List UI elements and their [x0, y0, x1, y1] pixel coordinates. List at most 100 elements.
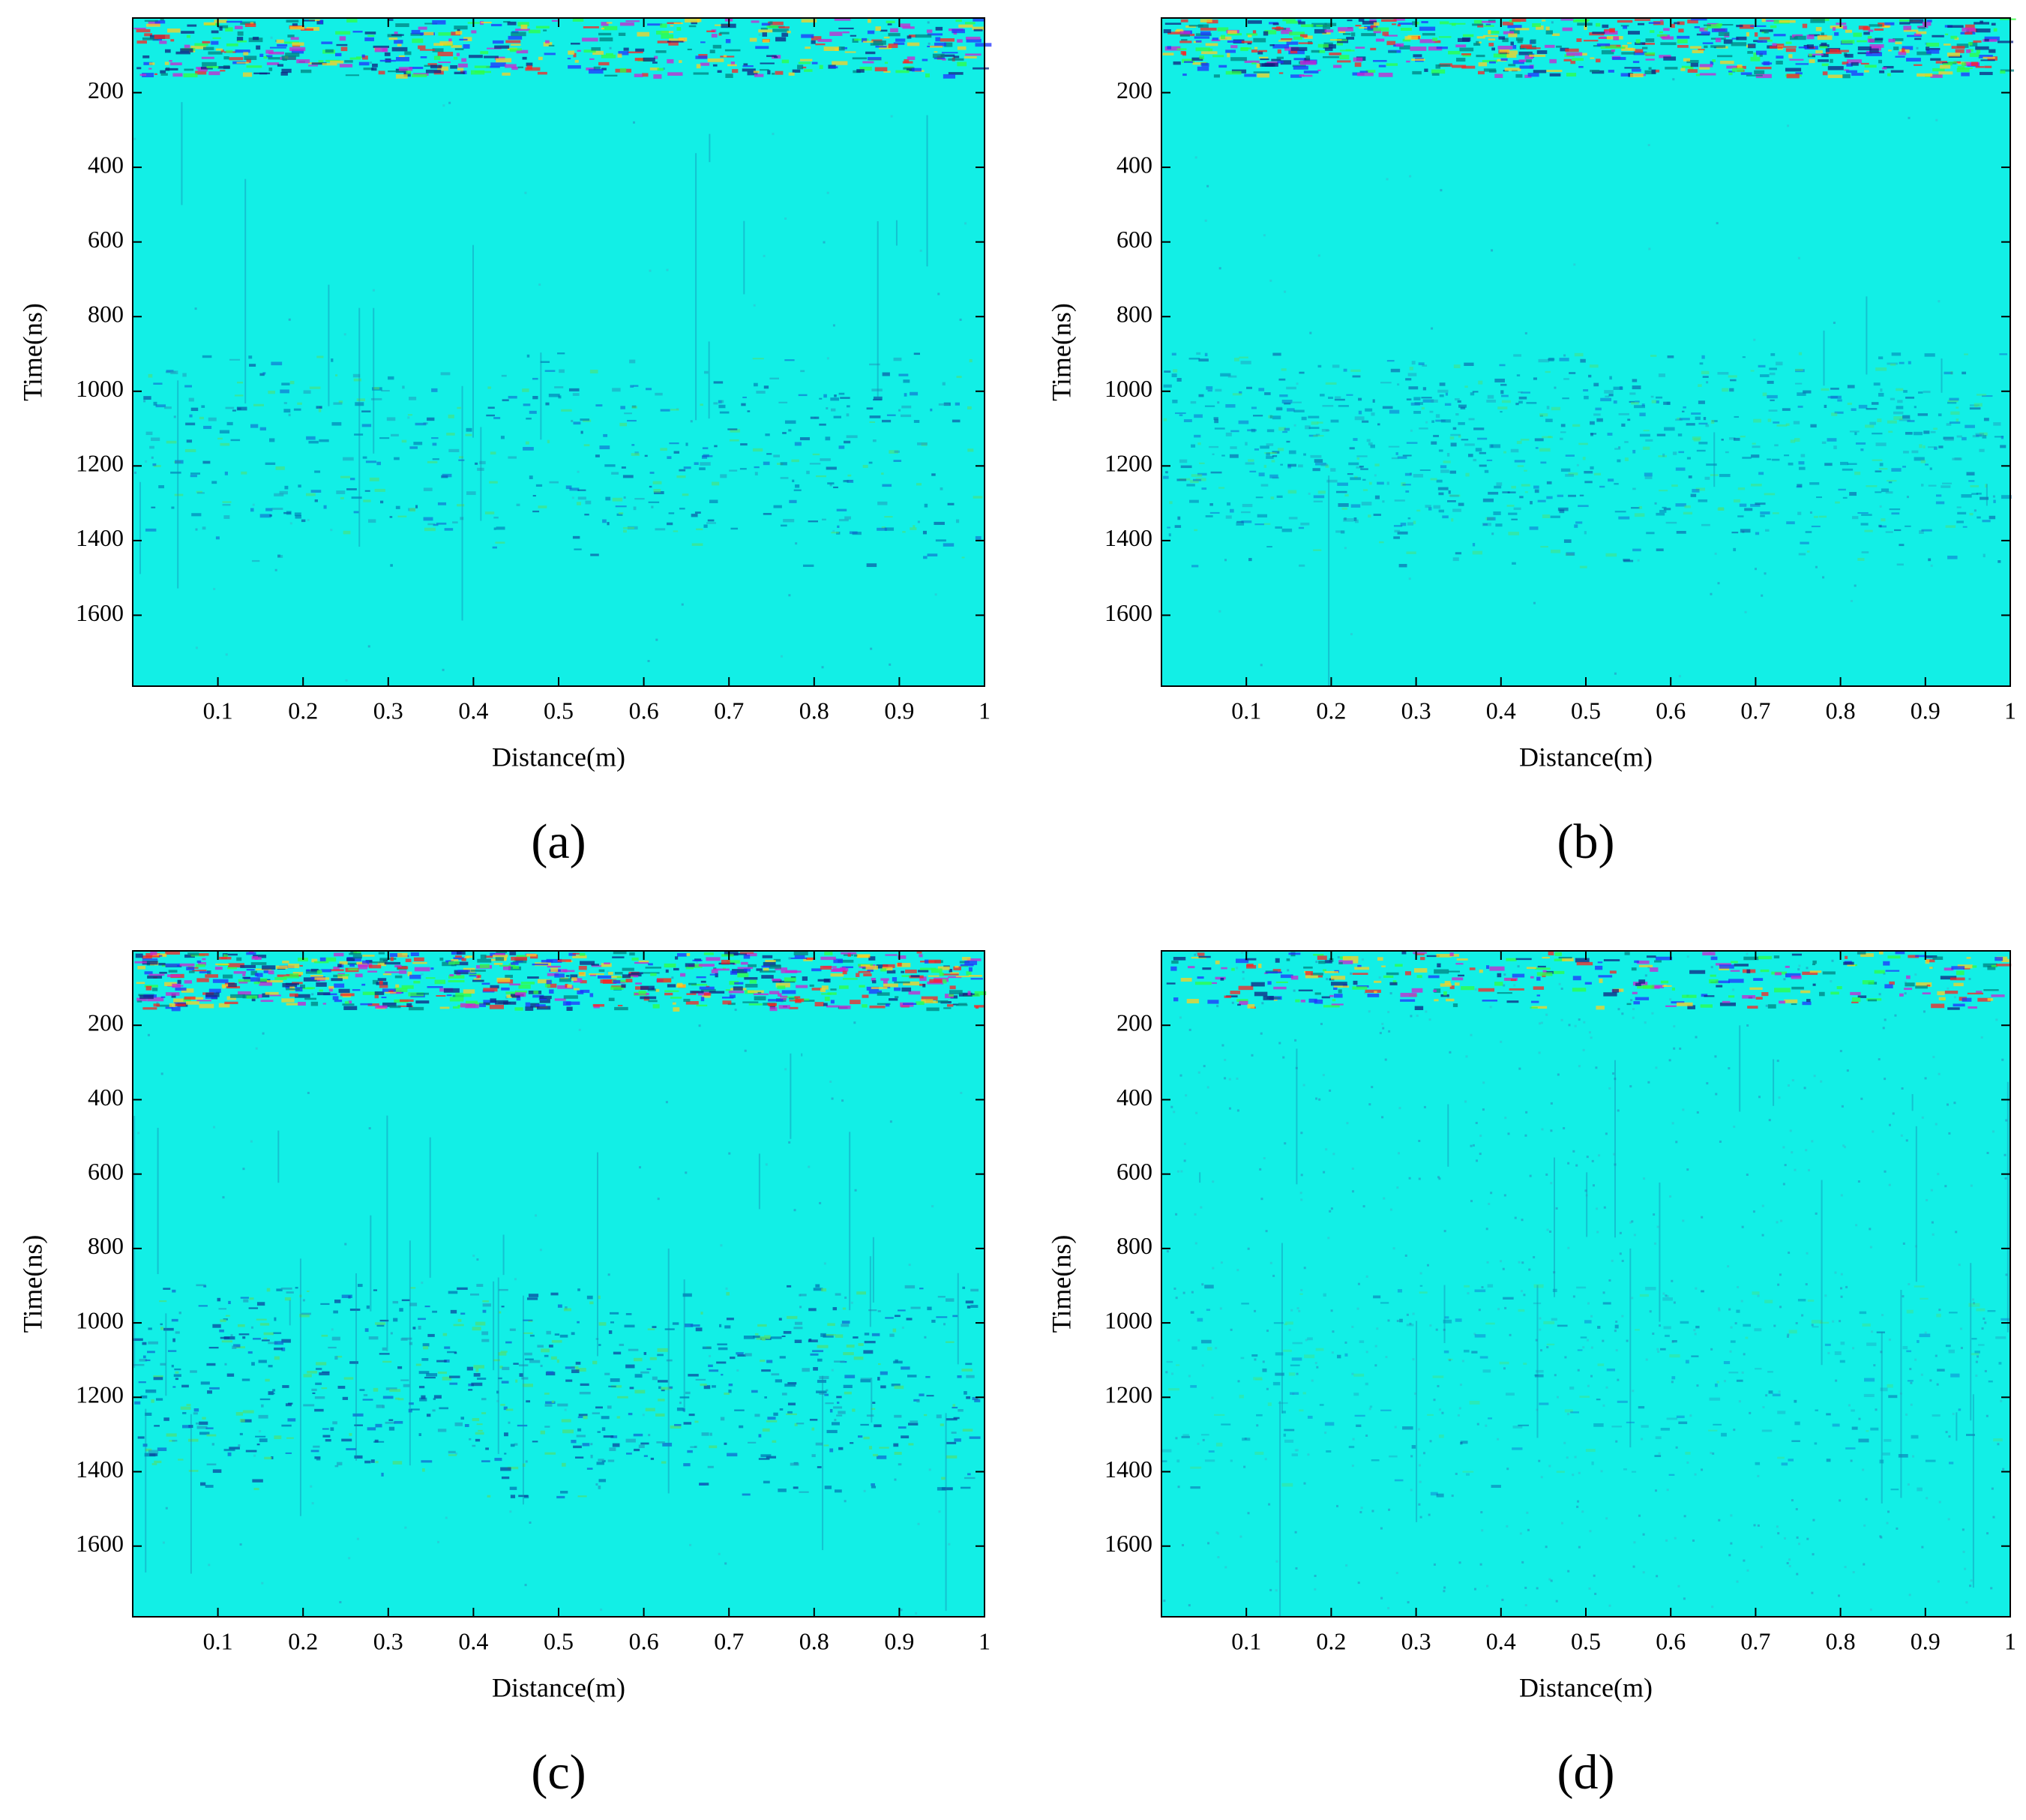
- band-cell: [577, 49, 581, 52]
- reflection-cell: [1305, 425, 1311, 430]
- reflection-cell: [1326, 479, 1338, 483]
- noise-cell: [1303, 1482, 1306, 1485]
- band-cell: [769, 1005, 775, 1009]
- reflection-cell: [613, 1351, 622, 1355]
- reflection-cell: [1698, 499, 1708, 502]
- noise-cell: [1969, 1585, 1972, 1588]
- noise-cell: [1175, 1213, 1178, 1216]
- band-cell: [638, 960, 649, 963]
- band-cell: [1795, 34, 1803, 37]
- band-cell: [763, 961, 776, 967]
- band-cell: [965, 36, 981, 40]
- reflection-cell: [1431, 399, 1438, 403]
- reflection-cell: [239, 1432, 243, 1435]
- reflection-cell: [771, 1373, 780, 1376]
- band-cell: [448, 975, 465, 979]
- band-cell: [479, 1003, 486, 1007]
- band-cell: [958, 24, 973, 28]
- band-cell: [237, 40, 247, 43]
- reflection-cell: [941, 1487, 953, 1491]
- band-cell: [1703, 24, 1711, 26]
- reflection-cell: [757, 1324, 767, 1327]
- band-cell: [874, 67, 888, 72]
- reflection-cell: [529, 1360, 541, 1363]
- reflection-cell: [754, 466, 760, 469]
- band-cell: [957, 39, 963, 43]
- band-cell: [763, 967, 769, 972]
- reflection-cell: [154, 1460, 162, 1464]
- reflection-cell: [1281, 368, 1287, 371]
- band-cell: [158, 955, 163, 957]
- reflection-cell: [877, 501, 888, 505]
- band-cell: [598, 61, 610, 66]
- noise-cell: [1539, 1317, 1542, 1320]
- band-cell: [147, 975, 163, 979]
- reflection-cell: [155, 1398, 163, 1401]
- reflection-cell: [1457, 400, 1461, 403]
- reflection-cell: [151, 1463, 157, 1465]
- band-cell: [154, 73, 157, 75]
- reflection-cell: [449, 1382, 458, 1385]
- band-cell: [895, 38, 906, 42]
- band-cell: [1208, 48, 1213, 52]
- noise-cell: [744, 1049, 747, 1052]
- band-cell: [385, 971, 400, 973]
- noise-cell: [311, 1502, 314, 1505]
- band-cell: [953, 55, 960, 58]
- reflection-cell: [1614, 483, 1619, 485]
- band-cell: [1629, 73, 1644, 78]
- reflection-cell: [833, 486, 838, 489]
- band-cell: [698, 964, 715, 967]
- reflection-cell: [1358, 410, 1362, 415]
- trace-streak: [328, 284, 330, 406]
- band-cell: [617, 1004, 623, 1007]
- reflection-cell: [844, 1375, 856, 1378]
- reflection-cell: [148, 373, 153, 378]
- band-cell: [804, 1000, 815, 1002]
- band-cell: [1253, 71, 1270, 73]
- reflection-cell: [648, 501, 660, 503]
- noise-cell: [1185, 1094, 1188, 1097]
- band-cell: [1984, 65, 1992, 68]
- band-cell: [1858, 25, 1869, 30]
- reflection-cell: [1163, 418, 1167, 421]
- reflection-cell: [833, 415, 842, 418]
- band-cell: [1399, 45, 1410, 49]
- reflection-cell: [311, 1388, 317, 1391]
- band-cell: [452, 1006, 460, 1009]
- reflection-cell: [836, 1396, 842, 1399]
- band-cell: [1247, 20, 1262, 24]
- reflection-cell: [1769, 367, 1777, 370]
- reflection-cell: [481, 1331, 489, 1336]
- reflection-cell: [941, 1477, 946, 1480]
- reflection-cell: [1405, 490, 1410, 493]
- reflection-cell: [1662, 453, 1665, 457]
- reflection-cell: [679, 1396, 690, 1399]
- reflection-cell: [1325, 382, 1337, 385]
- reflection-cell: [525, 441, 529, 445]
- band-cell: [667, 72, 683, 76]
- reflection-cell: [682, 493, 689, 496]
- band-cell: [608, 971, 613, 976]
- reflection-cell: [501, 374, 507, 377]
- band-cell: [1212, 37, 1218, 40]
- noise-cell: [1741, 1371, 1744, 1374]
- band-cell: [1482, 34, 1499, 37]
- band-cell: [1829, 49, 1839, 52]
- noise-cell: [1642, 1533, 1645, 1536]
- reflection-cell: [1999, 353, 2008, 355]
- band-cell: [1906, 58, 1921, 62]
- band-cell: [1324, 29, 1334, 33]
- band-cell: [1917, 25, 1929, 28]
- noise-cell: [1188, 1604, 1191, 1607]
- reflection-cell: [661, 1389, 665, 1392]
- reflection-cell: [590, 553, 599, 556]
- reflection-cell: [379, 1353, 390, 1355]
- band-cell: [1217, 27, 1229, 31]
- noise-cell: [609, 46, 612, 49]
- band-cell: [775, 70, 784, 75]
- reflection-cell: [898, 373, 909, 376]
- band-cell: [136, 997, 147, 1002]
- band-cell: [496, 952, 508, 954]
- reflection-cell: [1538, 358, 1550, 363]
